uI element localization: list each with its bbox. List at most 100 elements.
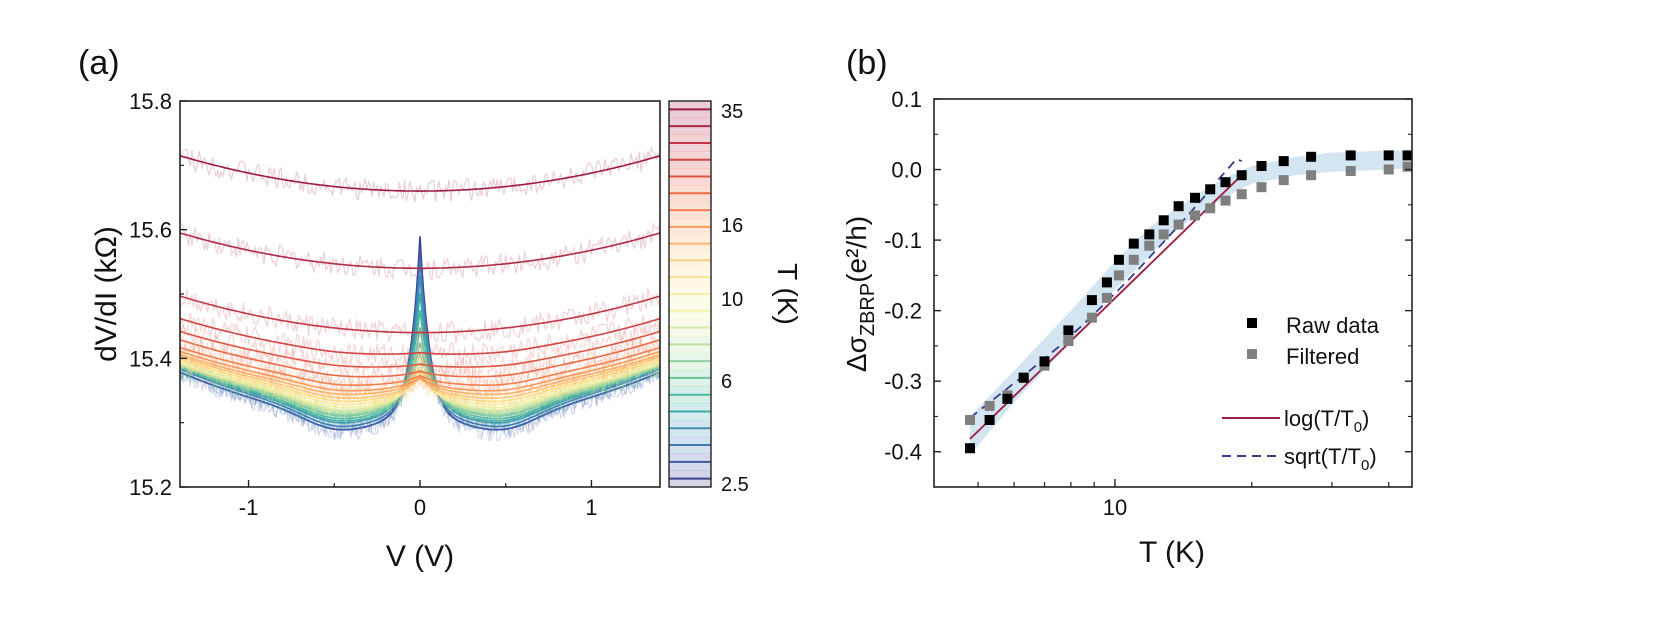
filtered-point [1278,175,1289,186]
raw-point [1063,325,1074,336]
panel-b-label: (b) [846,44,888,82]
filtered-point [1173,219,1184,230]
b-ytick-label: -0.2 [884,299,922,324]
raw-point [1144,229,1155,240]
filtered-point [965,415,975,425]
filtered-point [1158,229,1169,240]
a-ytick-label: 15.2 [129,475,172,500]
filtered-point [1220,195,1231,206]
legend-log-end: ) [1362,406,1369,431]
b-ytick-label: 0.1 [891,87,922,112]
legend-filtered-marker [1247,349,1257,359]
raw-point [1018,372,1029,383]
a-xtick-label: 0 [414,495,426,520]
trace-3K [179,249,661,431]
legend-sqrt-sub: 0 [1361,457,1369,474]
panel-a: (a) -1 0 1 15.2 15.4 15.6 15.8 V (V) dV/dI (kΩ… [78,44,803,573]
panel-b-axes: 10 0.1 0.0 -0.1 -0.2 -0.3 -0.4 [884,87,1412,520]
raw-point [1306,151,1317,162]
filtered-point [1402,161,1413,172]
filtered-point [1236,189,1247,200]
raw-point [1086,295,1097,306]
panel-b: (b) 10 0.1 0.0 -0.1 -0.2 -0.3 -0.4 T (K) ΔσZBR… [841,44,1413,569]
raw-point [1190,192,1200,203]
raw-point [1128,238,1139,249]
trace-16K [179,350,661,392]
panel-b-ylabel-main: Δσ [841,336,872,372]
sqrt-fit-line [969,157,1243,419]
trace-8K [179,342,661,416]
trace-noisy-16K [179,341,661,402]
panel-b-ylabel: ΔσZBRP(e²/h) [841,216,879,372]
raw-point [1173,201,1184,212]
a-xtick-label: -1 [239,495,259,520]
legend-raw-marker [1247,318,1257,328]
raw-point [1158,215,1169,226]
colorbar-tick-label: 35 [721,101,743,123]
trace-12K [179,359,661,406]
filtered-point [1205,203,1216,214]
panel-b-xlabel: T (K) [1139,536,1205,569]
b-xtick-label: 10 [1103,495,1127,520]
colorbar-tick-label: 2.5 [721,474,749,496]
raw-point [1113,254,1124,265]
panel-a-label: (a) [78,44,120,82]
filtered-point [1256,182,1267,193]
trace-noisy-24K [179,312,661,367]
colorbar-label: T (K) [772,263,803,325]
panel-b-ylabel-unit: (e²/h) [841,216,872,283]
legend-sqrt-label: sqrt(T/T0) [1284,444,1377,474]
legend-log-text: log(T/T [1284,406,1354,431]
filtered-point [1190,210,1200,221]
panel-a-ylabel: dV/dI (kΩ) [90,226,123,362]
legend-filtered-label: Filtered [1286,344,1359,369]
filtered-point [984,400,995,411]
filtered-point [1345,166,1356,176]
trace-noisy-35K [179,146,661,203]
a-xtick-label: 1 [585,495,597,520]
b-ytick-label: -0.3 [884,369,922,394]
a-ytick-label: 15.6 [129,218,172,243]
legend-raw-label: Raw data [1286,313,1380,338]
filtered-point [1063,336,1074,346]
filtered-point [1306,170,1317,181]
colorbar-tick-label: 16 [721,215,743,237]
trace-noisy-12K [179,350,661,415]
raw-point [1220,177,1231,188]
filtered-point [1144,240,1155,251]
panel-a-axes: -1 0 1 15.2 15.4 15.6 15.8 [129,89,597,520]
legend-log-label: log(T/T0) [1284,406,1369,436]
trace-6K [179,310,661,420]
raw-point [1101,277,1112,288]
filtered-point [1383,164,1394,175]
trace-3.5K [179,258,661,428]
trace-18K [179,346,661,386]
raw-point [984,415,995,425]
panel-a-xlabel: V (V) [386,540,454,573]
trace-30K [179,232,661,270]
b-ytick-label: -0.4 [884,440,922,465]
colorbar-frame [668,100,712,488]
trace-24K [179,317,661,355]
panel-a-colorbar: 35 16 10 6 2.5 [668,100,749,496]
panel-b-legend: Raw data Filtered log(T/T0) sqrt(T/T0) [1222,313,1380,474]
filtered-point [1086,312,1097,323]
raw-point [965,443,975,454]
trace-10K [179,360,661,411]
raw-point [1205,184,1216,195]
raw-point [1039,356,1050,367]
trace-noisy-20K [179,334,661,390]
panel-b-ylabel-sub: ZBRP [857,283,879,336]
raw-point [1402,150,1413,161]
legend-log-sub: 0 [1354,419,1362,436]
raw-point [1278,156,1289,167]
trace-noisy-30K [179,221,661,281]
filtered-point [1113,270,1124,281]
b-ytick-label: -0.1 [884,228,922,253]
colorbar-tick-label: 6 [721,371,732,393]
filtered-point [1128,254,1139,265]
legend-sqrt-text: sqrt(T/T [1284,444,1361,469]
raw-point [1256,161,1267,171]
raw-point [1345,150,1356,161]
